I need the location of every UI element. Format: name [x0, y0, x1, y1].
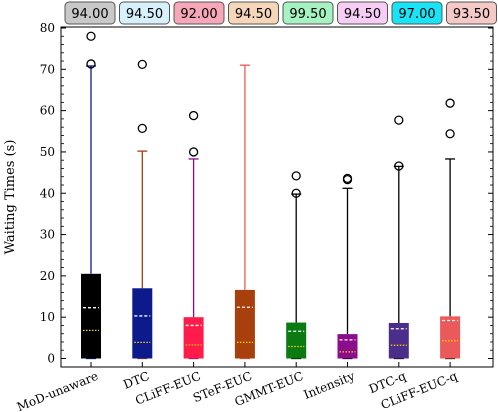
box-dtc [132, 59, 153, 360]
box-body [132, 288, 153, 359]
score-badge-box [391, 1, 443, 25]
x-axis-labels: MoD-unaware DTCCLiFF-EUCSTeF-EUCGMMT-EUCI… [15, 362, 460, 412]
box-gmmt-euc [286, 171, 307, 360]
outlier-point [137, 123, 147, 134]
y-axis-label: Waiting Times (s) [3, 140, 18, 255]
score-badge-box [337, 1, 388, 25]
outlier-point [86, 59, 96, 69]
score-badge-label: 94.00 [71, 7, 108, 22]
score-badge: 94.50 [119, 1, 170, 25]
score-badge: 94.00 [64, 1, 116, 25]
box-cliff-euc-q [440, 98, 461, 360]
badge-row: 94.00 94.50 92.00 94.50 99.50 94.50 97.00 93.50 [64, 1, 497, 25]
outlier-point [137, 59, 147, 70]
outlier-point [394, 161, 404, 171]
score-badge-label: 97.00 [398, 7, 435, 22]
outlier-point [291, 171, 301, 181]
outlier-point [342, 173, 353, 184]
box-intensity [337, 173, 358, 360]
outlier-point [445, 129, 455, 139]
score-badge-box [446, 1, 497, 25]
score-badge-label: 94.50 [344, 7, 381, 22]
y-tick-label: 0 [47, 352, 55, 366]
y-tick-label: 40 [40, 186, 55, 200]
box-cliff-euc [183, 110, 204, 360]
box-mod-unaware [81, 31, 101, 360]
y-tick-label: 80 [40, 21, 55, 35]
score-badge-box [282, 1, 334, 25]
y-tick-label: 60 [40, 104, 55, 118]
box-stef-euc [234, 64, 255, 360]
y-tick-label: 50 [40, 145, 55, 159]
outlier-point [445, 98, 455, 108]
box-body [440, 316, 461, 359]
x-tick-label: Intensity [302, 369, 357, 402]
score-badge-box [228, 1, 279, 25]
score-badge-label: 94.50 [235, 7, 272, 22]
x-tick-label: MoD-unaware [15, 369, 100, 412]
box-body [388, 322, 409, 359]
score-badge: 93.50 [446, 1, 497, 25]
score-badge-label: 99.50 [289, 7, 326, 22]
y-tick-label: 10 [40, 310, 55, 324]
outlier-point [394, 115, 404, 125]
box-dtc-q [388, 115, 409, 360]
score-badge: 99.50 [282, 1, 334, 25]
score-badge-box [119, 1, 170, 25]
box-body [234, 289, 255, 359]
box-body [183, 317, 204, 359]
box-body [81, 273, 101, 359]
outlier-point [291, 188, 301, 198]
box-body [286, 322, 307, 359]
y-axis: 0 10 20 30 40 50 60 70 80 [40, 21, 493, 366]
plot-frame [60, 26, 494, 368]
box-series [81, 31, 461, 360]
outlier-point [86, 31, 96, 41]
y-tick-label: 30 [40, 228, 55, 242]
score-badge-label: 93.50 [453, 7, 490, 22]
y-tick-label: 70 [40, 62, 55, 76]
score-badge-box [173, 1, 225, 25]
score-badge: 94.50 [228, 1, 279, 25]
score-badge: 97.00 [391, 1, 443, 25]
outlier-point [188, 110, 199, 121]
score-badge-label: 94.50 [126, 7, 163, 22]
outlier-point [188, 147, 199, 157]
score-badge: 92.00 [173, 1, 225, 25]
y-tick-label: 20 [40, 269, 55, 283]
score-badge-label: 92.00 [180, 7, 217, 22]
score-badge: 94.50 [337, 1, 388, 25]
box-body [337, 334, 358, 359]
score-badge-box [64, 1, 116, 25]
